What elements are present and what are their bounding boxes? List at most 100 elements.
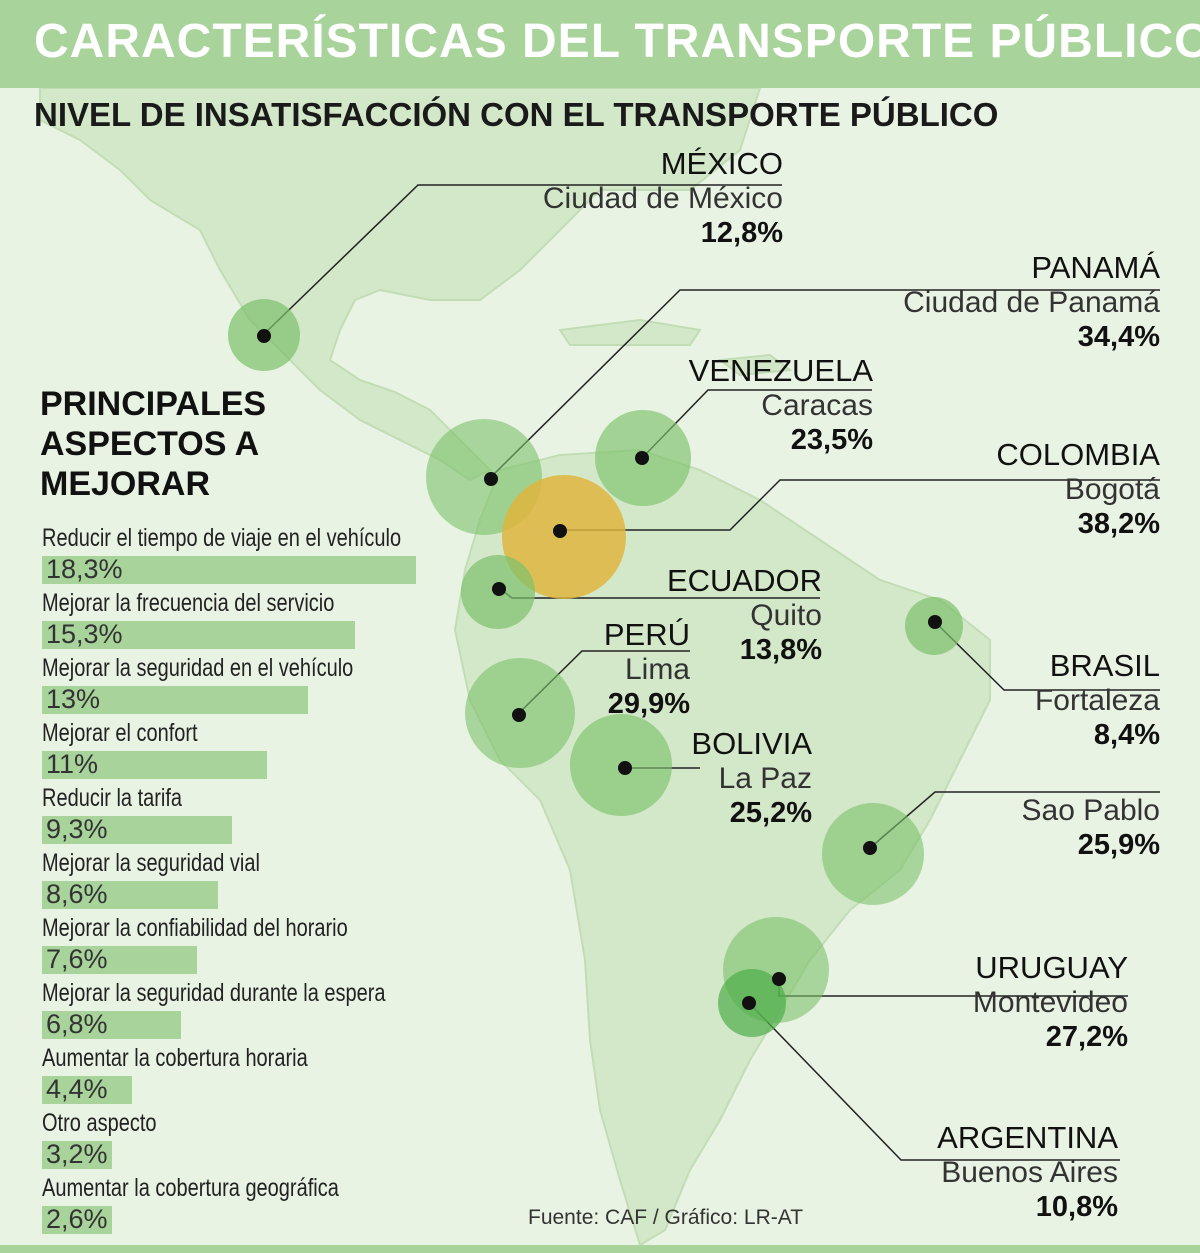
bar-fill [42,1011,181,1039]
bar-item: Mejorar la frecuencia del servicio 15,3% [42,589,462,654]
pct-value: 27,2% [1045,1021,1128,1053]
dot-fortaleza [928,615,942,629]
city-name: Buenos Aires [941,1156,1118,1189]
country-name: ECUADOR [666,563,822,598]
bar-value-label: 11% [46,749,99,779]
bar-category-label: Otro aspecto [42,1109,157,1137]
country-name: MÉXICO [660,146,783,181]
pct-value: 10,8% [1035,1191,1118,1223]
bar-value-label: 18,3% [46,554,123,584]
bar-item: Otro aspecto 3,2% [42,1109,462,1174]
country-name: ARGENTINA [937,1120,1118,1155]
bar-value-label: 13% [46,684,101,714]
label-ecuador: ECUADOR Quito 13,8% [667,563,822,667]
dot-buenosaires [742,996,756,1010]
dot-ecuador [492,582,506,596]
pct-value: 38,2% [1077,508,1160,540]
label-saopablo: Sao Pablo 25,9% [1022,794,1160,862]
city-name: Quito [750,599,822,632]
bar-fill [42,556,416,584]
city-name: Sao Pablo [1021,794,1160,827]
bar-value-label: 8,6% [46,879,108,909]
label-venezuela: VENEZUELA Caracas 23,5% [689,353,873,457]
bar-category-label: Aumentar la cobertura geográfica [42,1174,339,1202]
dot-panama [484,472,498,486]
pct-value: 12,8% [700,217,783,249]
header-banner: CARACTERÍSTICAS DEL TRANSPORTE PÚBLICO [0,0,1200,88]
city-name: Ciudad de Panamá [903,286,1160,319]
label-lima: PERÚ Lima 29,9% [604,617,690,721]
bar-category-label: Mejorar la seguridad en el vehículo [42,654,354,682]
bubble-colombia [502,475,626,599]
bar-fill [42,686,308,714]
bar-value-label: 7,6% [46,944,108,974]
bar-category-label: Mejorar la seguridad durante la espera [42,979,386,1007]
dot-colombia [553,524,567,538]
label-panama: PANAMÁ Ciudad de Panamá 34,4% [903,250,1160,354]
bar-value-label: 6,8% [46,1009,108,1039]
bar-item: Mejorar la seguridad vial 8,6% [42,849,462,914]
city-name: Ciudad de México [542,182,783,215]
pct-value: 25,2% [729,797,812,829]
country-name: URUGUAY [975,950,1128,985]
city-name: Montevideo [972,986,1128,1019]
caribbean-islands [558,318,793,377]
aspects-bar-chart: Reducir el tiempo de viaje en el vehícul… [42,524,462,1239]
pct-value: 34,4% [1077,321,1160,353]
bar-value-label: 3,2% [46,1139,108,1169]
pct-value: 8,4% [1093,719,1160,751]
bar-item: Reducir el tiempo de viaje en el vehícul… [42,524,462,589]
pct-value: 25,9% [1077,829,1160,861]
bar-item: Mejorar el confort 11% [42,719,462,784]
city-name: Fortaleza [1034,684,1160,717]
label-buenosaires: ARGENTINA Buenos Aires 10,8% [937,1120,1118,1224]
country-name: BRASIL [1049,648,1160,683]
bar-item: Reducir la tarifa 9,3% [42,784,462,849]
bar-fill [42,1076,132,1104]
bar-fill [42,621,355,649]
bar-category-label: Mejorar la confiabilidad del horario [42,914,348,942]
bar-category-label: Mejorar el confort [42,719,198,747]
bar-category-label: Aumentar la cobertura horaria [42,1044,308,1072]
label-mexico: MÉXICO Ciudad de México 12,8% [543,146,783,250]
leader-mexico [262,184,782,336]
bar-category-label: Reducir la tarifa [42,784,183,812]
bar-fill [42,751,267,779]
bar-category-label: Reducir el tiempo de viaje en el vehícul… [42,524,402,552]
city-name: La Paz [718,762,812,795]
bar-value-label: 2,6% [46,1204,108,1234]
bar-category-label: Mejorar la frecuencia del servicio [42,589,335,617]
country-name: BOLIVIA [691,726,812,761]
city-name: Caracas [761,389,873,422]
page-title: CARACTERÍSTICAS DEL TRANSPORTE PÚBLICO [34,15,1200,68]
bar-item: Mejorar la seguridad durante la espera 6,… [42,979,462,1044]
city-name: Bogotá [1064,473,1160,506]
label-lapaz: BOLIVIA La Paz 25,2% [691,726,812,830]
pct-value: 23,5% [790,424,873,456]
country-name: COLOMBIA [996,437,1160,472]
city-name: Lima [624,653,690,686]
pct-value: 13,8% [739,634,822,666]
latin-america-map [39,88,1160,1245]
bar-fill [42,816,233,844]
bar-item: Aumentar la cobertura horaria 4,4% [42,1044,462,1109]
south-america-land [453,448,991,1245]
dot-saopablo [863,841,877,855]
north-america-land [39,88,762,482]
bar-fill [42,881,218,909]
label-fortaleza: BRASIL Fortaleza 8,4% [1035,648,1160,752]
bar-value-label: 4,4% [46,1074,108,1104]
leader-panama [489,289,1160,479]
country-name: PERÚ [603,617,690,652]
country-name: PANAMÁ [1031,250,1160,285]
bar-item: Aumentar la cobertura geográfica 2,6% [42,1174,462,1239]
bar-item: Mejorar la seguridad en el vehículo 13% [42,654,462,719]
bar-value-label: 9,3% [46,814,108,844]
aspects-title: PRINCIPALES ASPECTOS A MEJORAR [40,385,267,503]
label-colombia: COLOMBIA Bogotá 38,2% [996,437,1160,541]
leader-fortaleza [934,621,1160,691]
bar-fill [42,946,198,974]
bar-fill [42,1141,112,1169]
leader-colombia [560,479,1160,531]
dot-montevideo [772,972,786,986]
